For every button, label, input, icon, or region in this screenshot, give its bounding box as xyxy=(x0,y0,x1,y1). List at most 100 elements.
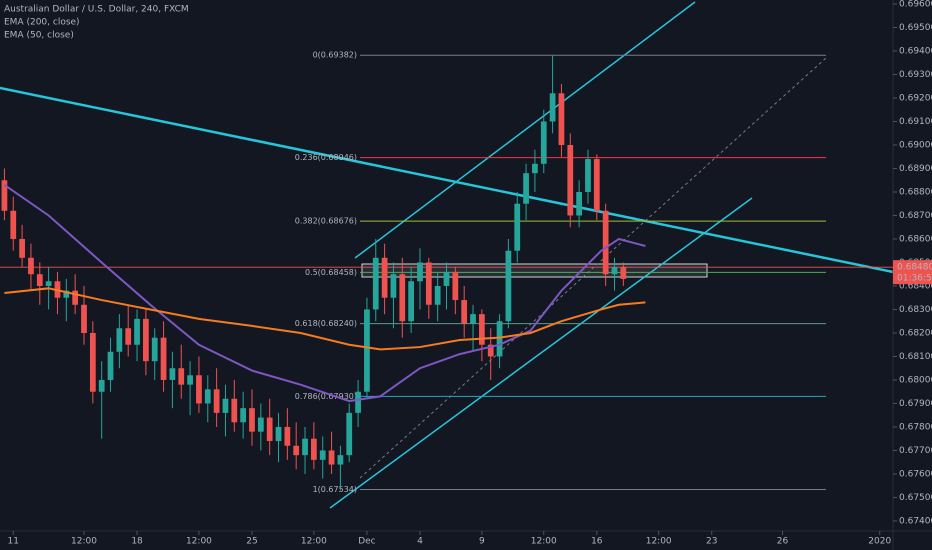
candle-body xyxy=(134,318,140,345)
candle-body xyxy=(390,274,397,298)
candle-body xyxy=(381,257,388,298)
candle-body xyxy=(585,159,591,192)
ema-line xyxy=(4,287,646,351)
fib-label: 0.786(0.67930) xyxy=(295,392,357,401)
x-tick-label: 12:00 xyxy=(71,537,97,547)
candle-body xyxy=(36,274,43,286)
indicator-label: EMA (200, close) xyxy=(4,18,80,28)
candle-body xyxy=(240,408,247,423)
candle-body xyxy=(567,144,574,216)
x-tick-label: 16 xyxy=(591,537,603,547)
candle-body xyxy=(470,314,476,324)
fib-label: 0.382(0.68676) xyxy=(295,217,357,226)
candle-body xyxy=(355,391,361,413)
channel-upper xyxy=(354,1,696,259)
candle-body xyxy=(425,262,432,305)
candle-body xyxy=(63,290,70,298)
candle-body xyxy=(549,93,556,122)
candle-body xyxy=(1,180,8,211)
candle-body xyxy=(89,332,96,392)
range-box xyxy=(361,263,708,278)
candle-body xyxy=(125,328,132,345)
candle-body xyxy=(204,389,211,404)
candle-body xyxy=(98,379,105,392)
candle-body xyxy=(222,398,229,413)
candle-body xyxy=(187,375,193,385)
candle-body xyxy=(408,281,415,322)
channel-mid xyxy=(359,57,827,479)
fib-label: 0(0.69382) xyxy=(313,51,357,60)
candle-body xyxy=(169,368,176,380)
candle-body xyxy=(540,121,547,164)
fib-label: 1(0.67534) xyxy=(313,485,357,494)
candle-body xyxy=(558,93,565,145)
candle-body xyxy=(151,337,158,362)
x-tick-label: 23 xyxy=(706,537,717,547)
candle-body xyxy=(10,210,17,239)
candle-body xyxy=(213,389,220,413)
candle-body xyxy=(417,262,423,282)
price-tag-label: 0.68480 xyxy=(897,263,932,273)
candle-body xyxy=(399,274,406,322)
candle-body xyxy=(372,257,379,310)
candle-body xyxy=(593,159,600,211)
candle-body xyxy=(28,257,34,275)
x-tick-label: 11 xyxy=(8,537,19,547)
channel-lower xyxy=(329,197,753,509)
candle-body xyxy=(293,445,300,456)
x-tick-label: Dec xyxy=(358,537,375,547)
candle-body xyxy=(602,210,609,275)
x-tick-label: 26 xyxy=(777,537,789,547)
candle-body xyxy=(19,238,25,258)
chart-title: Australian Dollar / U.S. Dollar, 240, FX… xyxy=(4,5,189,15)
x-tick-label: 9 xyxy=(479,537,485,547)
candle-body xyxy=(514,203,521,251)
countdown-label: 01:36:50 xyxy=(897,274,932,284)
candle-body xyxy=(337,455,344,465)
x-tick-label: 12:00 xyxy=(646,537,672,547)
x-tick-label: 4 xyxy=(417,537,423,547)
candle-body xyxy=(196,375,202,404)
y-tick-label: 0.69600 xyxy=(899,0,932,9)
candle-body xyxy=(275,426,282,442)
candle-body xyxy=(487,344,494,357)
candle-body xyxy=(178,368,185,385)
candle-body xyxy=(319,450,326,460)
candle-body xyxy=(160,337,167,380)
candle-body xyxy=(81,304,87,333)
candle-body xyxy=(143,318,149,362)
candle-body xyxy=(434,285,441,305)
fib-label: 0.236(0.68946) xyxy=(295,153,357,162)
candle-body xyxy=(72,290,79,305)
x-tick-label: 18 xyxy=(131,537,143,547)
x-tick-label: 12:00 xyxy=(186,537,212,547)
candle-body xyxy=(346,412,353,456)
indicator-label: EMA (50, close) xyxy=(4,31,74,41)
candle-body xyxy=(284,426,291,446)
candle-body xyxy=(496,321,503,357)
candle-body xyxy=(328,450,335,465)
x-tick-label: 2020 xyxy=(868,537,891,547)
candle-body xyxy=(257,417,264,432)
candle-body xyxy=(231,398,238,423)
fib-label: 0.5(0.68458) xyxy=(305,268,357,277)
